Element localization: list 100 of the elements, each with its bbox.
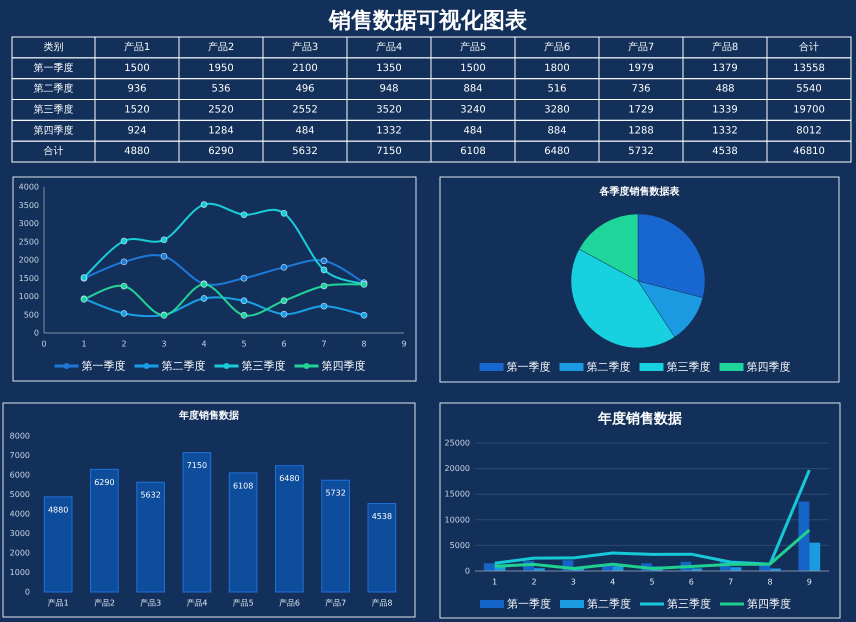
- data-label: 1288: [628, 125, 654, 136]
- y-tick-label: 0: [464, 566, 470, 576]
- y-tick-label: 4000: [18, 182, 39, 192]
- y-tick-label: 2500: [18, 237, 39, 246]
- x-tick-label: 产品8: [712, 40, 738, 53]
- chart-title: 年度销售数据: [178, 410, 239, 422]
- x-tick-label: 9: [401, 340, 407, 348]
- y-tick-label: 10000: [444, 515, 470, 524]
- x-tick-label: 3: [161, 340, 167, 348]
- x-tick-label: 4: [610, 578, 616, 586]
- data-label: 1800: [544, 62, 570, 74]
- y-tick-label: 7000: [10, 451, 30, 460]
- x-tick-label: 产品5: [460, 40, 486, 53]
- y-tick-label: 6000: [10, 470, 30, 480]
- data-label: 484: [463, 125, 483, 136]
- x-tick-label: 7: [728, 578, 734, 586]
- x-tick-label: 8: [767, 578, 773, 586]
- data-label: 1350: [376, 62, 402, 74]
- data-label: 5632: [140, 490, 161, 500]
- y-tick-label: 3000: [10, 529, 30, 538]
- x-tick-label: 合计: [799, 40, 819, 53]
- chart-title: 销售数据可视化图表: [328, 8, 527, 34]
- data-label: 19700: [793, 104, 825, 116]
- data-label: 6108: [460, 146, 486, 158]
- data-label: 4538: [712, 146, 738, 158]
- data-label: 4538: [372, 512, 392, 522]
- data-label: 3280: [544, 104, 570, 116]
- y-tick-label: 2000: [10, 548, 30, 558]
- x-tick-label: 产品4: [186, 598, 208, 608]
- y-tick-label: 第二季度: [34, 82, 74, 95]
- data-label: 6480: [544, 146, 570, 158]
- legend-label: 第二季度: [586, 360, 630, 374]
- chart-title: 各季度销售数据表: [598, 186, 680, 198]
- y-tick-label: 第四季度: [34, 124, 74, 136]
- x-tick-label: 产品1: [48, 598, 69, 608]
- x-tick-label: 产品2: [208, 40, 234, 53]
- x-tick-label: 产品6: [278, 598, 300, 608]
- y-tick-label: 2000: [18, 256, 39, 264]
- data-label: 6108: [232, 481, 254, 490]
- legend-label: 第四季度: [322, 360, 366, 372]
- data-label: 2552: [292, 104, 318, 116]
- data-label: 488: [715, 84, 735, 95]
- data-label: 2100: [292, 62, 318, 74]
- y-tick-label: 5000: [10, 490, 30, 499]
- data-label: 8012: [796, 125, 822, 136]
- data-label: 924: [127, 125, 147, 136]
- data-label: 46810: [793, 146, 825, 158]
- legend-label: 第二季度: [162, 360, 206, 372]
- data-label: 1950: [208, 62, 234, 74]
- x-tick-label: 产品3: [140, 598, 162, 608]
- legend-label: 第三季度: [666, 360, 710, 374]
- x-tick-label: 2: [121, 340, 127, 348]
- legend-label: 第一季度: [507, 598, 551, 610]
- data-label: 5732: [628, 146, 654, 158]
- chart-title: 年度销售数据: [597, 410, 682, 427]
- y-tick-label: 3000: [18, 219, 39, 228]
- data-label: 4880: [48, 505, 68, 514]
- y-tick-label: 1500: [18, 274, 39, 283]
- data-label: 6480: [279, 474, 300, 484]
- y-tick-label: 合计: [44, 145, 64, 158]
- x-tick-label: 产品1: [124, 40, 150, 53]
- data-label: 6290: [94, 478, 115, 487]
- x-tick-label: 9: [806, 578, 812, 586]
- data-label: 496: [295, 84, 315, 95]
- data-label: 3520: [376, 104, 402, 116]
- y-tick-label: 4000: [10, 510, 30, 518]
- x-tick-label: 6: [281, 340, 287, 348]
- data-label: 4880: [124, 146, 150, 158]
- x-tick-label: 产品2: [94, 598, 115, 608]
- data-label: 948: [379, 84, 399, 95]
- data-label: 1520: [124, 104, 150, 116]
- legend-label: 第四季度: [746, 360, 790, 374]
- y-tick-label: 3500: [18, 200, 39, 210]
- legend-label: 第一季度: [82, 360, 126, 372]
- legend-label: 第三季度: [242, 360, 286, 372]
- x-tick-label: 1: [81, 340, 87, 348]
- y-tick-label: 500: [24, 310, 39, 320]
- x-tick-label: 3: [570, 578, 576, 586]
- data-label: 516: [547, 84, 567, 95]
- y-tick-label: 15000: [444, 490, 470, 499]
- legend-label: 第四季度: [747, 598, 791, 610]
- y-tick-label: 5000: [450, 540, 470, 550]
- x-tick-label: 0: [41, 340, 47, 348]
- data-label: 1332: [712, 125, 738, 136]
- y-tick-label: 第一季度: [34, 62, 74, 74]
- data-label: 1379: [712, 62, 738, 74]
- y-tick-label: 0: [24, 588, 30, 596]
- data-label: 5540: [796, 84, 822, 95]
- data-label: 7150: [186, 461, 208, 470]
- x-tick-label: 5: [649, 578, 655, 586]
- legend-label: 第二季度: [587, 598, 631, 610]
- data-label: 1339: [712, 104, 738, 116]
- data-label: 484: [295, 125, 315, 136]
- x-tick-label: 产品7: [325, 598, 346, 608]
- y-tick-label: 25000: [444, 438, 470, 448]
- x-tick-label: 1: [492, 578, 498, 586]
- data-label: 5632: [292, 146, 318, 158]
- x-tick-label: 8: [361, 340, 367, 348]
- y-tick-label: 0: [34, 328, 39, 338]
- x-tick-label: 产品3: [292, 40, 318, 53]
